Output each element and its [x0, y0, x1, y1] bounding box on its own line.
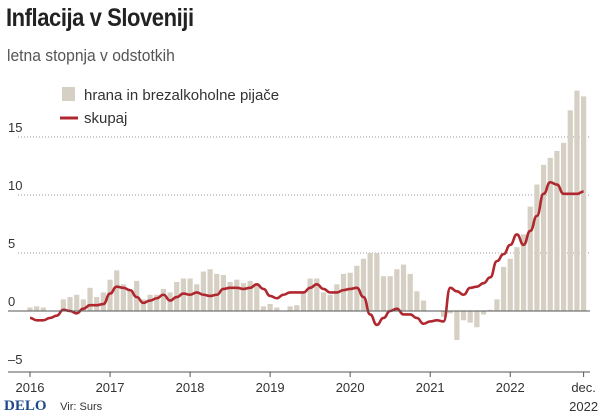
bar	[200, 271, 207, 311]
bar	[300, 292, 307, 311]
bar	[74, 294, 80, 311]
bar	[547, 157, 553, 311]
x-tick-label: 2021	[416, 380, 445, 395]
x-tick-label: 2018	[176, 380, 205, 395]
bar	[447, 311, 453, 314]
x-tick-label-2: 2022	[569, 399, 598, 414]
y-tick-label: 5	[8, 236, 15, 251]
bar	[334, 284, 340, 311]
bar	[100, 292, 106, 311]
bar	[220, 275, 227, 311]
source-note: Vir: Surs	[60, 401, 103, 413]
bar	[34, 306, 40, 311]
bar	[260, 306, 267, 311]
bar	[234, 279, 240, 311]
legend: hrana in brezalkoholne pijače skupaj	[60, 87, 279, 127]
y-tick-label: 10	[8, 178, 22, 193]
bar	[307, 278, 313, 311]
y-tick-label: 0	[8, 294, 15, 309]
x-tick-label: 2020	[336, 380, 365, 395]
bar	[574, 90, 580, 311]
chart-title: Inflacija v Sloveniji	[6, 4, 194, 32]
bar	[40, 307, 46, 311]
bar	[407, 273, 413, 311]
bar	[454, 311, 460, 340]
bar	[507, 258, 513, 311]
bar	[194, 284, 200, 311]
x-tick-label: dec.	[571, 380, 596, 395]
bar	[534, 184, 540, 311]
legend-bar-label: hrana in brezalkoholne pijače	[84, 87, 279, 104]
line-skupaj	[29, 180, 584, 327]
bar	[227, 282, 233, 311]
bar	[267, 304, 273, 311]
bar	[147, 294, 153, 311]
bar	[254, 283, 260, 311]
bar	[500, 266, 507, 311]
bar	[581, 96, 587, 312]
bar	[414, 291, 420, 311]
bar	[374, 253, 380, 311]
bar	[160, 288, 166, 311]
bar	[554, 150, 560, 311]
bar	[460, 311, 467, 321]
bar	[494, 299, 500, 311]
x-tick-label: 2019	[256, 380, 285, 395]
bar	[360, 258, 367, 311]
x-tick-label: 2016	[16, 380, 45, 395]
bar	[514, 247, 520, 311]
bar	[567, 110, 573, 311]
bar	[67, 297, 73, 311]
y-tick-label: 15	[8, 120, 22, 135]
bar	[114, 270, 120, 311]
bar	[294, 305, 300, 311]
bar	[274, 307, 280, 311]
bar	[314, 278, 320, 311]
bar	[340, 273, 347, 311]
bar	[474, 311, 480, 328]
bar	[480, 311, 487, 315]
bar	[247, 280, 253, 311]
bar	[120, 284, 126, 311]
bar	[87, 287, 93, 311]
bar	[561, 142, 567, 311]
bar	[214, 273, 220, 311]
bar	[127, 290, 133, 311]
x-tick-label: 2022	[496, 380, 525, 395]
y-tick-label: –5	[8, 352, 22, 367]
bar	[154, 294, 160, 311]
bar	[420, 300, 427, 311]
x-tick-label: 2017	[96, 380, 125, 395]
legend-line-label: skupaj	[84, 110, 127, 127]
bar	[27, 307, 33, 311]
bar	[540, 164, 547, 311]
bar	[287, 306, 293, 311]
chart-subtitle: letna stopnja v odstotkih	[7, 46, 175, 65]
bar	[320, 292, 327, 311]
bar	[347, 272, 353, 311]
bar	[327, 294, 333, 311]
bar	[140, 299, 146, 311]
bar	[387, 276, 393, 311]
bar	[487, 309, 493, 311]
bar	[440, 311, 447, 317]
legend-bar-swatch	[62, 87, 75, 101]
bar	[380, 276, 387, 311]
bar	[240, 283, 247, 311]
bar	[60, 299, 66, 311]
bar	[80, 299, 86, 311]
bar	[520, 234, 527, 311]
bar	[367, 253, 373, 311]
bar	[467, 311, 473, 323]
bar	[207, 269, 213, 311]
bar	[394, 269, 400, 311]
delo-logo: DELO	[4, 398, 47, 414]
footer: DELO Vir: Surs	[4, 398, 102, 415]
bar	[400, 264, 407, 311]
bar	[107, 279, 113, 311]
bar	[527, 206, 533, 311]
